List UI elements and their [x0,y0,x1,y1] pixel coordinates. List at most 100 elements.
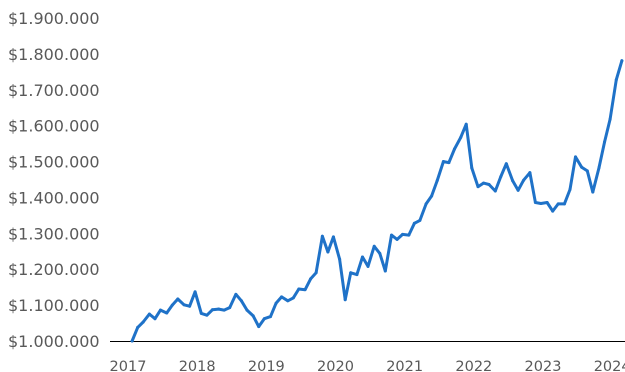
data-point [245,308,249,312]
data-point [338,257,342,261]
data-point [614,78,618,82]
y-tick-label: $1.500.000 [8,153,100,172]
data-point [574,155,578,159]
data-point [205,313,209,317]
data-point [262,317,266,321]
y-tick-label: $1.200.000 [8,260,100,279]
y-tick-label: $1.000.000 [8,332,100,351]
data-point [383,269,387,273]
data-point [516,188,520,192]
data-point [562,202,566,206]
data-point [441,160,445,164]
data-point [620,59,624,63]
data-point [274,301,278,305]
data-point [459,136,463,140]
data-point [482,181,486,185]
data-point [199,311,203,315]
data-point [430,194,434,198]
data-point [407,233,411,237]
data-point [585,169,589,173]
data-point [176,297,180,301]
data-point [499,175,503,179]
data-point [165,311,169,315]
data-point [372,244,376,248]
data-point [309,277,313,281]
data-point [412,221,416,225]
data-point [320,234,324,238]
data-point [597,166,601,170]
data-point [366,264,370,268]
data-point [355,273,359,277]
data-point [608,117,612,121]
y-tick-label: $1.400.000 [8,188,100,207]
data-point [297,287,301,291]
y-tick-label: $1.100.000 [8,296,100,315]
y-tick-label: $1.900.000 [8,9,100,28]
x-tick-label: 2023 [525,359,562,372]
data-point [217,307,221,311]
data-point [234,292,238,296]
x-tick-label: 2017 [110,359,147,372]
data-point [378,251,382,255]
data-point [470,166,474,170]
data-point [343,298,347,302]
x-tick-label: 2019 [248,359,285,372]
data-point [551,209,555,213]
data-point [326,250,330,254]
data-point [268,315,272,319]
data-point [257,325,261,329]
data-point [222,308,226,312]
data-point [239,299,243,303]
data-point [303,288,307,292]
data-point [170,303,174,307]
x-tick-label: 2020 [317,359,354,372]
x-tick-label: 2018 [179,359,216,372]
data-point [452,147,456,151]
data-point [464,122,468,126]
x-axis-tick-labels: 2017 2018 2019 2020 2021 2022 2023 2024 [110,359,625,372]
data-point [331,235,335,239]
data-point [487,183,491,187]
data-point [182,303,186,307]
data-point [568,188,572,192]
data-point [141,320,145,324]
data-point [280,295,284,299]
data-point [447,161,451,165]
x-tick-label: 2021 [386,359,423,372]
data-point [424,202,428,206]
y-tick-label: $1.300.000 [8,224,100,243]
data-point [193,290,197,294]
data-point [153,317,157,321]
data-point [476,185,480,189]
data-point [603,140,607,144]
data-point [136,325,140,329]
x-tick-label: 2022 [455,359,492,372]
data-point [580,165,584,169]
data-point [188,304,192,308]
y-axis-tick-labels: $1.000.000 $1.100.000 $1.200.000 $1.300.000… [8,9,100,351]
data-point [291,296,295,300]
data-point [147,312,151,316]
y-tick-label: $1.600.000 [8,117,100,136]
data-point [390,233,394,237]
data-point [401,232,405,236]
data-point [545,200,549,204]
data-point [504,162,508,166]
y-tick-label: $1.700.000 [8,81,100,100]
data-point [435,179,439,183]
data-point [286,299,290,303]
data-point [314,271,318,275]
data-point [556,202,560,206]
x-tick-label: 2024 [594,359,625,372]
data-point [591,190,595,194]
data-point [349,271,353,275]
data-point [511,179,515,183]
data-point [528,171,532,175]
data-point [395,237,399,241]
data-point [539,202,543,206]
y-tick-label: $1.800.000 [8,45,100,64]
series-line [130,59,624,343]
series-layer [130,59,624,343]
